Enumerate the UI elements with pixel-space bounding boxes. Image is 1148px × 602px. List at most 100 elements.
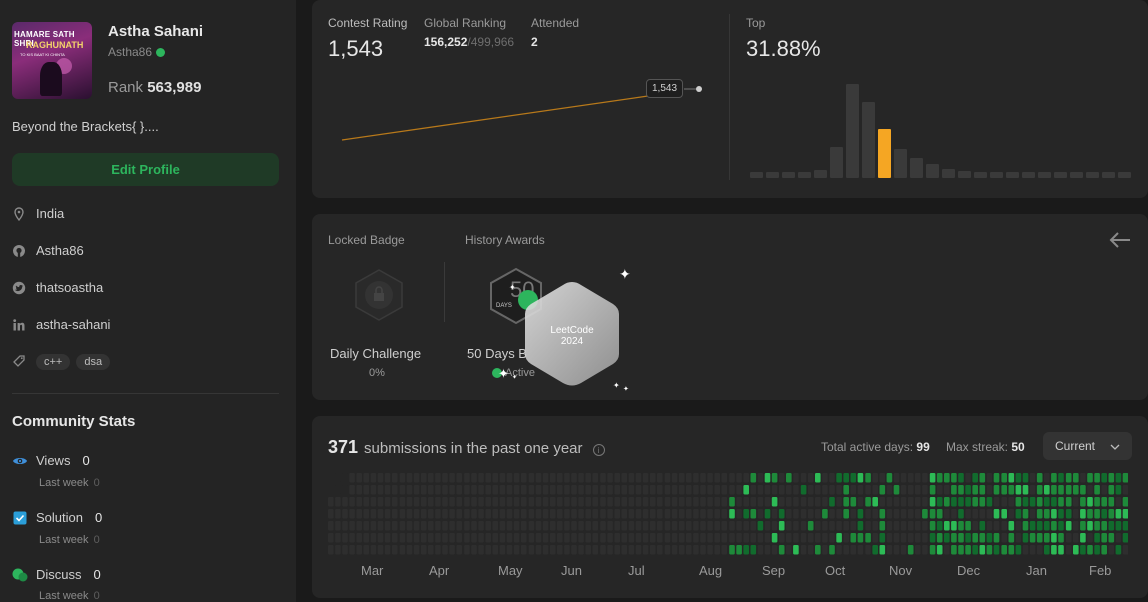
heatmap-cell[interactable] (1044, 533, 1050, 543)
heatmap-cell[interactable] (829, 509, 835, 519)
heatmap-cell[interactable] (993, 545, 1000, 555)
heatmap-cell[interactable] (370, 509, 377, 519)
heatmap-cell[interactable] (829, 473, 835, 483)
heatmap-cell[interactable] (879, 485, 886, 495)
heatmap-cell[interactable] (592, 485, 599, 495)
heatmap-cell[interactable] (363, 497, 370, 507)
heatmap-cell[interactable] (614, 473, 620, 483)
heatmap-cell[interactable] (872, 473, 878, 483)
heatmap-cell[interactable] (900, 473, 907, 483)
heatmap-cell[interactable] (657, 473, 663, 483)
heatmap-cell[interactable] (872, 509, 878, 519)
heatmap-cell[interactable] (721, 521, 728, 531)
heatmap-cell[interactable] (1101, 485, 1107, 495)
heatmap-cell[interactable] (406, 533, 413, 543)
heatmap-cell[interactable] (800, 509, 807, 519)
heatmap-cell[interactable] (793, 473, 799, 483)
heatmap-cell[interactable] (850, 485, 857, 495)
heatmap-cell[interactable] (764, 485, 771, 495)
heatmap-cell[interactable] (549, 545, 556, 555)
heatmap-cell[interactable] (349, 545, 355, 555)
heatmap-cell[interactable] (944, 497, 950, 507)
heatmap-cell[interactable] (1115, 485, 1122, 495)
heatmap-cell[interactable] (370, 485, 377, 495)
heatmap-cell[interactable] (671, 509, 678, 519)
heatmap-cell[interactable] (743, 473, 749, 483)
heatmap-cell[interactable] (585, 485, 591, 495)
heatmap-cell[interactable] (1108, 509, 1115, 519)
heatmap-cell[interactable] (506, 545, 513, 555)
heatmap-cell[interactable] (929, 473, 936, 483)
heatmap-cell[interactable] (635, 485, 642, 495)
heatmap-cell[interactable] (965, 521, 971, 531)
heatmap-cell[interactable] (671, 545, 678, 555)
heatmap-cell[interactable] (557, 473, 563, 483)
heatmap-cell[interactable] (356, 497, 362, 507)
heatmap-cell[interactable] (979, 485, 986, 495)
heatmap-cell[interactable] (370, 521, 377, 531)
heatmap-cell[interactable] (356, 533, 362, 543)
heatmap-cell[interactable] (356, 545, 362, 555)
heatmap-cell[interactable] (363, 509, 370, 519)
heatmap-cell[interactable] (1044, 473, 1050, 483)
heatmap-cell[interactable] (1015, 509, 1022, 519)
heatmap-cell[interactable] (958, 497, 964, 507)
heatmap-cell[interactable] (1044, 509, 1050, 519)
heatmap-cell[interactable] (915, 521, 921, 531)
heatmap-cell[interactable] (649, 533, 656, 543)
heatmap-cell[interactable] (693, 521, 699, 531)
heatmap-cell[interactable] (377, 509, 384, 519)
heatmap-cell[interactable] (399, 497, 406, 507)
heatmap-cell[interactable] (993, 485, 1000, 495)
heatmap-cell[interactable] (342, 509, 348, 519)
heatmap-cell[interactable] (1029, 533, 1036, 543)
github-link[interactable]: Astha86 (36, 243, 84, 258)
heatmap-cell[interactable] (413, 545, 420, 555)
heatmap-cell[interactable] (1073, 521, 1079, 531)
heatmap-cell[interactable] (449, 509, 455, 519)
heatmap-cell[interactable] (406, 509, 413, 519)
heatmap-cell[interactable] (750, 545, 757, 555)
heatmap-cell[interactable] (428, 545, 434, 555)
heatmap-cell[interactable] (778, 521, 785, 531)
heatmap-cell[interactable] (1022, 497, 1029, 507)
heatmap-cell[interactable] (370, 533, 377, 543)
heatmap-cell[interactable] (1008, 545, 1015, 555)
heatmap-cell[interactable] (528, 509, 535, 519)
heatmap-cell[interactable] (800, 545, 807, 555)
heatmap-cell[interactable] (1108, 545, 1115, 555)
heatmap-cell[interactable] (420, 497, 427, 507)
heatmap-cell[interactable] (807, 473, 814, 483)
twitter-row[interactable]: thatsoastha (12, 280, 103, 295)
heatmap-cell[interactable] (657, 533, 663, 543)
heatmap-cell[interactable] (1108, 497, 1115, 507)
heatmap-cell[interactable] (506, 473, 513, 483)
heatmap-cell[interactable] (850, 473, 857, 483)
heatmap-cell[interactable] (635, 521, 642, 531)
heatmap-cell[interactable] (915, 545, 921, 555)
heatmap-cell[interactable] (635, 533, 642, 543)
heatmap-cell[interactable] (456, 521, 462, 531)
heatmap-cell[interactable] (657, 509, 663, 519)
heatmap-cell[interactable] (1122, 497, 1128, 507)
heatmap-cell[interactable] (664, 509, 671, 519)
heatmap-cell[interactable] (1058, 485, 1064, 495)
heatmap-cell[interactable] (893, 533, 900, 543)
heatmap-cell[interactable] (993, 533, 1000, 543)
heatmap-cell[interactable] (1029, 473, 1036, 483)
heatmap-cell[interactable] (714, 509, 720, 519)
heatmap-cell[interactable] (328, 521, 334, 531)
heatmap-cell[interactable] (778, 533, 785, 543)
heatmap-cell[interactable] (815, 509, 821, 519)
heatmap-cell[interactable] (1022, 533, 1029, 543)
heatmap-cell[interactable] (1044, 545, 1050, 555)
heatmap-cell[interactable] (471, 521, 477, 531)
heatmap-cell[interactable] (750, 533, 757, 543)
heatmap-cell[interactable] (986, 521, 993, 531)
heatmap-cell[interactable] (578, 485, 584, 495)
heatmap-cell[interactable] (356, 509, 362, 519)
heatmap-cell[interactable] (435, 545, 441, 555)
heatmap-cell[interactable] (542, 509, 549, 519)
heatmap-cell[interactable] (786, 509, 792, 519)
heatmap-cell[interactable] (951, 509, 957, 519)
